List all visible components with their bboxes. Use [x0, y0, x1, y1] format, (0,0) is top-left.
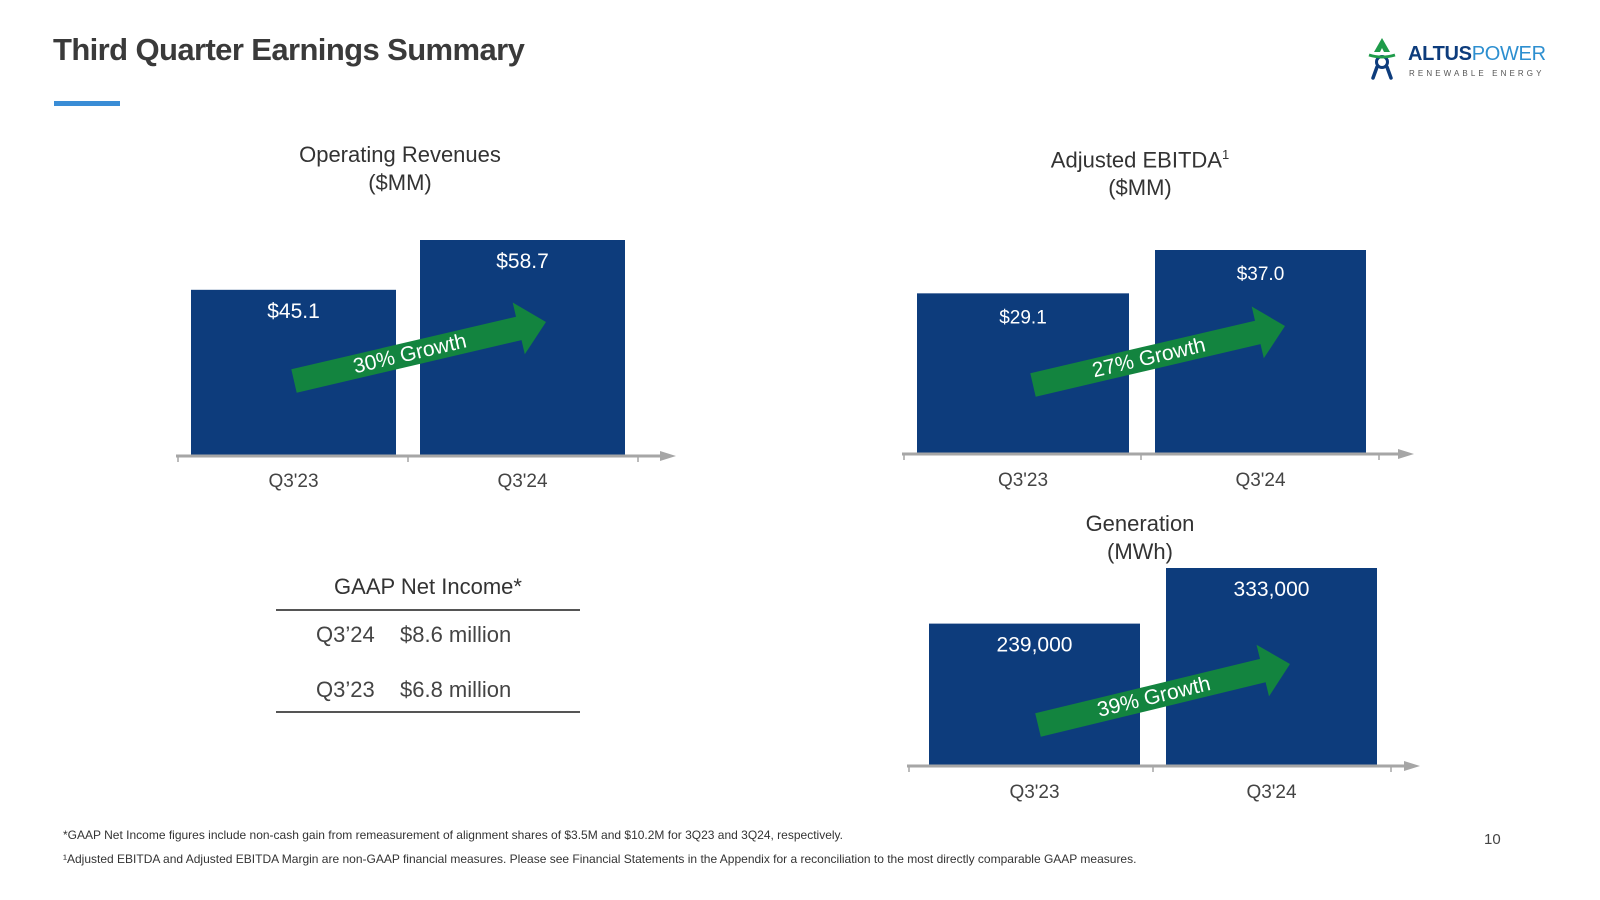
footnote-net-income: *GAAP Net Income figures include non-cas…: [63, 828, 843, 842]
net-income-top-rule: [276, 609, 580, 611]
revenue-growth-arrow: [291, 302, 546, 393]
page-number: 10: [1484, 831, 1501, 848]
revenue-category-label: Q3'23: [268, 471, 318, 492]
ebitda-chart-title: Adjusted EBITDA1 ($MM): [990, 141, 1290, 202]
footnote-ebitda: ¹Adjusted EBITDA and Adjusted EBITDA Mar…: [63, 852, 1137, 866]
logo-power-text: POWER: [1471, 43, 1546, 65]
net-income-quarter: Q3’24: [316, 622, 375, 647]
generation-chart-title: Generation (MWh): [990, 510, 1290, 566]
page-title: Third Quarter Earnings Summary: [53, 32, 525, 67]
generation-category-label: Q3'24: [1246, 782, 1297, 803]
net-income-value: $6.8 million: [400, 677, 512, 702]
net-income-bottom-rule: [276, 711, 580, 713]
revenue-value-label: $45.1: [267, 300, 320, 323]
ebitda-category-label: Q3'24: [1235, 470, 1286, 491]
ebitda-units-text: ($MM): [1108, 175, 1172, 201]
generation-axis-arrowhead: [1404, 761, 1420, 771]
generation-value-label: 333,000: [1234, 578, 1310, 601]
ebitda-growth-arrow: [1030, 306, 1285, 397]
logo-altus-text: ALTUS: [1408, 43, 1472, 65]
generation-bar: [929, 623, 1140, 765]
ebitda-value-label: $37.0: [1237, 264, 1285, 285]
revenue-value-label: $58.7: [496, 250, 549, 273]
logo-tagline: RENEWABLE ENERGY: [1409, 69, 1545, 78]
generation-units-text: (MWh): [1107, 539, 1173, 564]
net-income-value: $8.6 million: [400, 622, 512, 647]
revenue-units-text: ($MM): [368, 170, 432, 195]
company-logo: ALTUSPOWER RENEWABLE ENERGY: [1368, 38, 1548, 84]
ebitda-value-label: $29.1: [999, 307, 1047, 328]
revenue-chart-title: Operating Revenues ($MM): [250, 141, 550, 197]
revenue-category-label: Q3'24: [497, 471, 548, 492]
generation-category-label: Q3'23: [1009, 782, 1059, 803]
ebitda-title-text: Adjusted EBITDA: [1050, 147, 1222, 173]
ebitda-category-label: Q3'23: [998, 470, 1048, 491]
generation-title-text: Generation: [1085, 511, 1195, 536]
ebitda-axis-arrowhead: [1398, 449, 1414, 459]
logo-figure-icon: [1368, 38, 1396, 80]
net-income-quarter: Q3’23: [316, 677, 375, 702]
revenue-title-text: Operating Revenues: [299, 142, 501, 167]
generation-growth-arrow: [1035, 644, 1290, 737]
title-underline: [54, 101, 120, 106]
ebitda-title-footnote-mark: 1: [1221, 147, 1230, 162]
revenue-axis-arrowhead: [660, 451, 676, 461]
generation-value-label: 239,000: [997, 634, 1073, 657]
net-income-title: GAAP Net Income*: [334, 574, 522, 599]
logo-wordmark: ALTUSPOWER: [1408, 43, 1546, 66]
